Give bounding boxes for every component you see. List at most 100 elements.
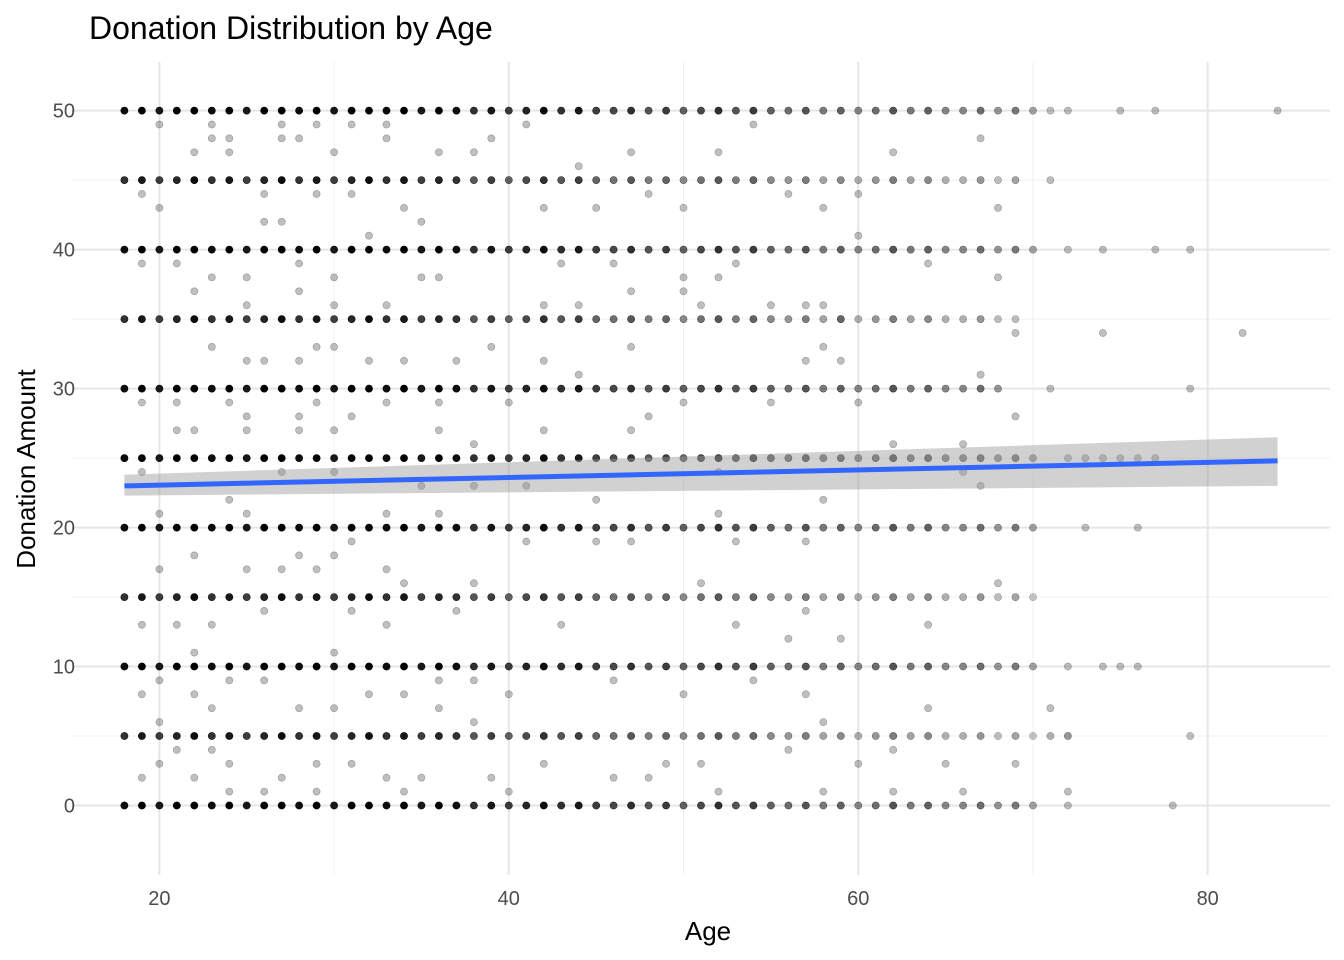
- data-point: [312, 245, 321, 254]
- data-point: [137, 176, 146, 184]
- data-point: [679, 732, 688, 740]
- data-point: [1046, 106, 1055, 115]
- data-point: [959, 593, 967, 601]
- data-point: [1011, 732, 1020, 740]
- data-point: [959, 732, 967, 740]
- data-point: [1116, 106, 1125, 115]
- data-point: [889, 593, 898, 601]
- data-point: [400, 384, 408, 393]
- data-point: [172, 259, 181, 268]
- data-point: [347, 607, 356, 615]
- data-point: [1186, 732, 1195, 740]
- data-point: [1273, 106, 1282, 115]
- data-point: [504, 732, 513, 740]
- data-point: [697, 454, 705, 462]
- data-point: [312, 593, 321, 601]
- data-point: [767, 732, 775, 740]
- data-point: [732, 732, 740, 740]
- data-point: [242, 245, 251, 254]
- data-point: [469, 718, 478, 726]
- data-point: [330, 342, 338, 351]
- data-point: [592, 537, 601, 546]
- data-point: [172, 454, 181, 462]
- data-point: [941, 593, 950, 601]
- data-point: [801, 732, 810, 740]
- data-point: [906, 593, 915, 601]
- data-point: [976, 801, 985, 810]
- data-point: [679, 454, 688, 462]
- data-point: [1081, 523, 1090, 532]
- data-point: [941, 176, 950, 184]
- data-point: [434, 704, 443, 713]
- data-point: [574, 370, 583, 379]
- data-point: [225, 732, 234, 740]
- data-point: [260, 662, 269, 671]
- data-point: [172, 662, 181, 671]
- data-point: [522, 245, 531, 254]
- data-point: [609, 773, 618, 782]
- data-point: [417, 732, 426, 740]
- data-point: [767, 315, 775, 323]
- data-point: [836, 523, 845, 532]
- data-point: [522, 481, 531, 490]
- data-point: [801, 690, 810, 699]
- data-point: [976, 384, 985, 393]
- data-point: [190, 315, 199, 323]
- data-point: [609, 176, 618, 184]
- data-point: [539, 593, 548, 601]
- data-point: [714, 176, 723, 184]
- data-point: [487, 662, 496, 671]
- data-point: [819, 718, 828, 726]
- data-point: [644, 454, 653, 462]
- data-point: [697, 801, 705, 810]
- data-point: [644, 106, 653, 115]
- data-point: [469, 176, 478, 184]
- data-point: [155, 245, 164, 254]
- data-point: [312, 398, 321, 407]
- data-point: [172, 315, 181, 323]
- data-point: [767, 523, 775, 532]
- data-point: [732, 106, 740, 115]
- data-point: [417, 245, 426, 254]
- data-point: [994, 801, 1002, 810]
- data-point: [801, 537, 810, 546]
- data-point: [574, 384, 583, 393]
- data-point: [155, 454, 164, 462]
- data-point: [330, 176, 338, 184]
- data-point: [662, 106, 670, 115]
- data-point: [819, 315, 828, 323]
- data-point: [941, 732, 950, 740]
- data-point: [714, 384, 723, 393]
- data-point: [522, 537, 531, 546]
- data-point: [644, 190, 653, 198]
- data-point: [260, 356, 269, 365]
- data-point: [592, 523, 601, 532]
- data-point: [487, 773, 496, 782]
- data-point: [679, 523, 688, 532]
- data-point: [312, 384, 321, 393]
- data-point: [242, 593, 251, 601]
- data-point: [959, 662, 967, 671]
- data-point: [400, 454, 408, 462]
- data-point: [714, 273, 723, 282]
- data-point: [522, 120, 531, 129]
- data-point: [347, 384, 356, 393]
- data-point: [382, 565, 391, 574]
- data-point: [382, 134, 391, 143]
- data-point: [819, 301, 828, 310]
- data-point: [330, 523, 338, 532]
- data-point: [539, 203, 548, 212]
- data-point: [819, 787, 828, 796]
- data-point: [609, 454, 618, 462]
- scatter-points: [120, 106, 1282, 810]
- data-point: [801, 245, 810, 254]
- data-point: [644, 523, 653, 532]
- data-point: [679, 203, 688, 212]
- data-point: [697, 662, 705, 671]
- data-point: [557, 384, 566, 393]
- data-point: [225, 662, 234, 671]
- data-point: [539, 245, 548, 254]
- data-point: [190, 287, 199, 296]
- data-point: [836, 801, 845, 810]
- data-point: [452, 384, 461, 393]
